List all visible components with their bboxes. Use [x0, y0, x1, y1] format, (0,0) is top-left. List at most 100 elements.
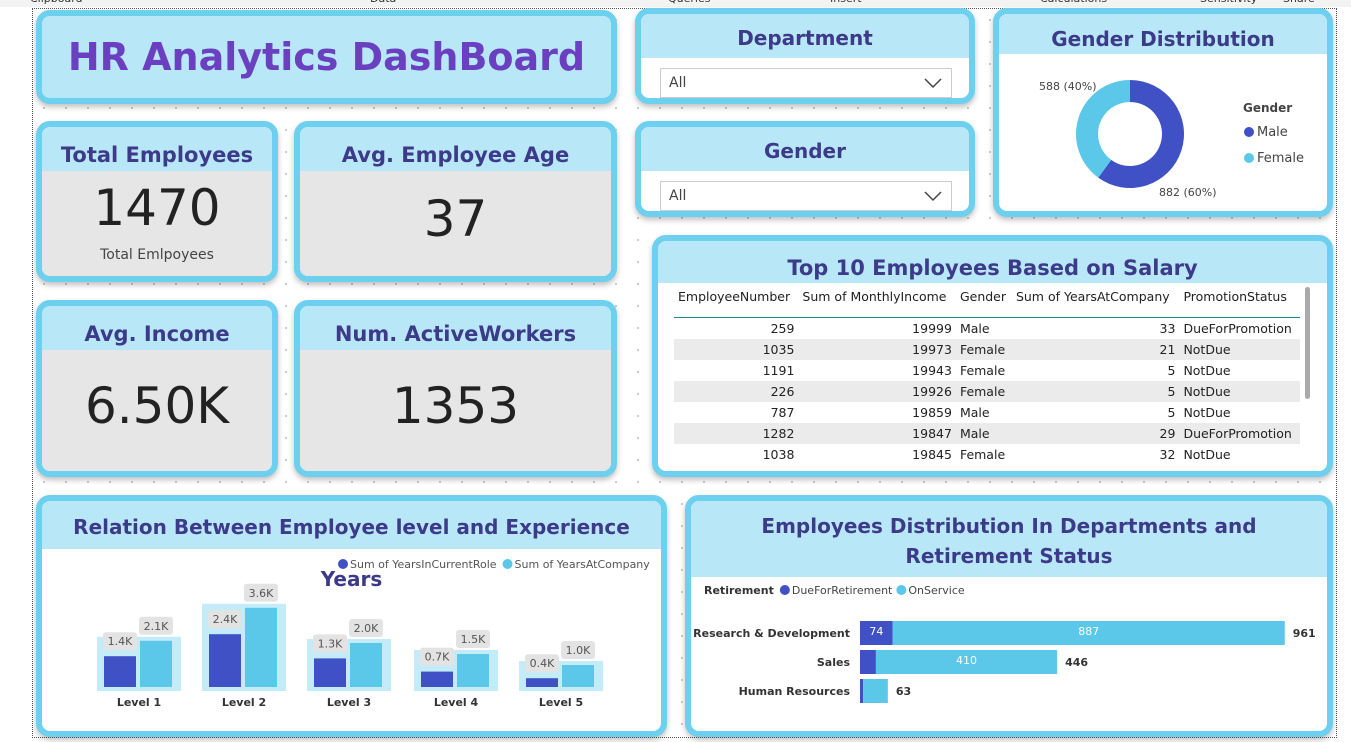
label-box	[456, 630, 490, 648]
ribbon-label: Calculations	[1040, 0, 1107, 5]
table-cell: 5	[1167, 363, 1176, 378]
x-tick-label: Level 2	[222, 696, 266, 709]
bar	[350, 643, 382, 687]
legend-label: Male	[1257, 125, 1288, 140]
table-cell: 32	[1159, 447, 1176, 462]
table-cell: NotDue	[1183, 363, 1231, 378]
x-tick-label: Level 5	[539, 696, 583, 709]
kpi-card: Avg. Income 6.50K	[36, 300, 278, 477]
y-tick-label: Sales	[817, 656, 851, 669]
title-panel: HR Analytics DashBoard	[36, 10, 617, 104]
card-body: 6.50K	[42, 350, 272, 471]
data-label: 1.4K	[108, 635, 133, 648]
table-cell: Male	[959, 426, 990, 441]
bar	[526, 678, 558, 687]
chart-panel: Employees Distribution In Departments an…	[685, 495, 1333, 737]
table-cell: Female	[959, 363, 1006, 378]
table-cell: NotDue	[1183, 405, 1231, 420]
slicer-value: All	[669, 75, 687, 91]
table-cell: 21	[1159, 342, 1176, 357]
bar	[245, 607, 277, 687]
table-panel: Top 10 Employees Based on Salary Employee…	[652, 235, 1333, 477]
card-title: Avg. Employee Age	[300, 127, 611, 171]
slicer-title: Gender	[641, 127, 969, 171]
chart-panel: Relation Between Employee level and Expe…	[36, 495, 667, 737]
legend-label: DueForRetirement	[792, 584, 893, 597]
chart-panel: Gender Distribution 882 (60%) 588 (40%) Gen…	[993, 8, 1333, 217]
legend-marker	[896, 585, 907, 595]
scrollbar	[1305, 287, 1310, 399]
table-cell: DueForPromotion	[1183, 426, 1292, 441]
data-label: 2.4K	[213, 613, 238, 626]
table-row: 1191 19943 Female 5 NotDue	[674, 360, 1300, 381]
table-cell: 19859	[912, 405, 952, 420]
data-label: 0.7K	[425, 651, 450, 664]
card-caption: Total Emlpoyees	[100, 247, 214, 263]
table-cell: 19973	[912, 342, 952, 357]
card-value: 1353	[391, 376, 520, 435]
table-row: 226 19926 Female 5 NotDue	[674, 381, 1300, 402]
kpi-card: Avg. Employee Age 37	[294, 121, 617, 282]
table-row: 1038 19845 Female 32 NotDue	[674, 444, 1300, 465]
stacked-bar-chart: Retirement DueForRetirement OnService Resea…	[693, 584, 1316, 703]
data-label: 1.3K	[318, 637, 343, 650]
label-box	[525, 654, 559, 673]
card-value: 37	[423, 189, 488, 248]
table-cell: DueForPromotion	[1183, 321, 1292, 336]
ribbon-label: Clipboard	[30, 0, 83, 5]
donut-slice	[1098, 80, 1184, 189]
table-cell: Female	[959, 342, 1006, 357]
table-cell: 19845	[912, 447, 952, 462]
legend-marker	[502, 559, 513, 569]
table-cell: 1035	[762, 342, 795, 357]
table-cell: 19926	[912, 384, 952, 399]
card-body: 1470 Total Emlpoyees	[42, 171, 272, 276]
table-cell: Female	[959, 447, 1006, 462]
label-box	[208, 610, 242, 629]
total-label: 446	[1065, 656, 1088, 669]
card-value: 6.50K	[84, 376, 230, 435]
table-cell: 1038	[762, 447, 795, 462]
card-body: 37	[300, 171, 611, 276]
table-cell: Male	[959, 405, 990, 420]
table-cell: 29	[1159, 426, 1176, 441]
table-cell: 1191	[762, 363, 795, 378]
legend-label: Female	[1257, 151, 1304, 166]
bar-segment	[860, 650, 876, 674]
data-label: 887	[1078, 625, 1099, 638]
bar-chart: Sum of YearsInCurrentRole Sum of YearsAtC…	[97, 558, 650, 709]
x-tick-label: Level 3	[327, 696, 371, 709]
y-tick-label: Human Resources	[739, 685, 851, 698]
bar-segment	[875, 650, 1058, 674]
card-title: Num. ActiveWorkers	[300, 306, 611, 350]
ribbon-label: Queries	[668, 0, 710, 5]
table-cell: Female	[959, 384, 1006, 399]
table-cell: 19999	[912, 321, 952, 336]
bar	[457, 654, 489, 687]
ribbon-label: Share	[1283, 0, 1315, 5]
table-row: 787 19859 Male 5 NotDue	[674, 402, 1300, 423]
table-cell: 5	[1167, 405, 1176, 420]
table-cell: 19847	[912, 426, 952, 441]
ribbon-label: Insert	[830, 0, 862, 5]
slicer: Department All	[635, 8, 975, 104]
bar-segment	[860, 621, 893, 645]
slicer-dropdown[interactable]: All	[660, 181, 952, 211]
kpi-card: Num. ActiveWorkers 1353	[294, 300, 617, 477]
table-title: Top 10 Employees Based on Salary	[658, 241, 1327, 283]
table-row: 1282 19847 Male 29 DueForPromotion	[674, 423, 1300, 444]
slicer-dropdown[interactable]: All	[660, 68, 952, 98]
data-table: EmployeeNumber Sum of MonthlyIncome Gender…	[674, 287, 1300, 465]
label-box	[420, 647, 454, 666]
header-row: EmployeeNumber Sum of MonthlyIncome Gender…	[674, 287, 1300, 318]
bar	[562, 665, 594, 687]
chart-title: Relation Between Employee level and Expe…	[42, 501, 661, 591]
bar	[140, 640, 172, 687]
column-header: Sum of YearsAtCompany	[1015, 289, 1170, 304]
label-box	[349, 619, 383, 637]
total-label: 63	[896, 685, 911, 698]
column-header: Gender	[959, 289, 1007, 304]
data-label: 410	[956, 654, 977, 667]
bar	[209, 634, 241, 687]
column-header: PromotionStatus	[1183, 289, 1287, 304]
